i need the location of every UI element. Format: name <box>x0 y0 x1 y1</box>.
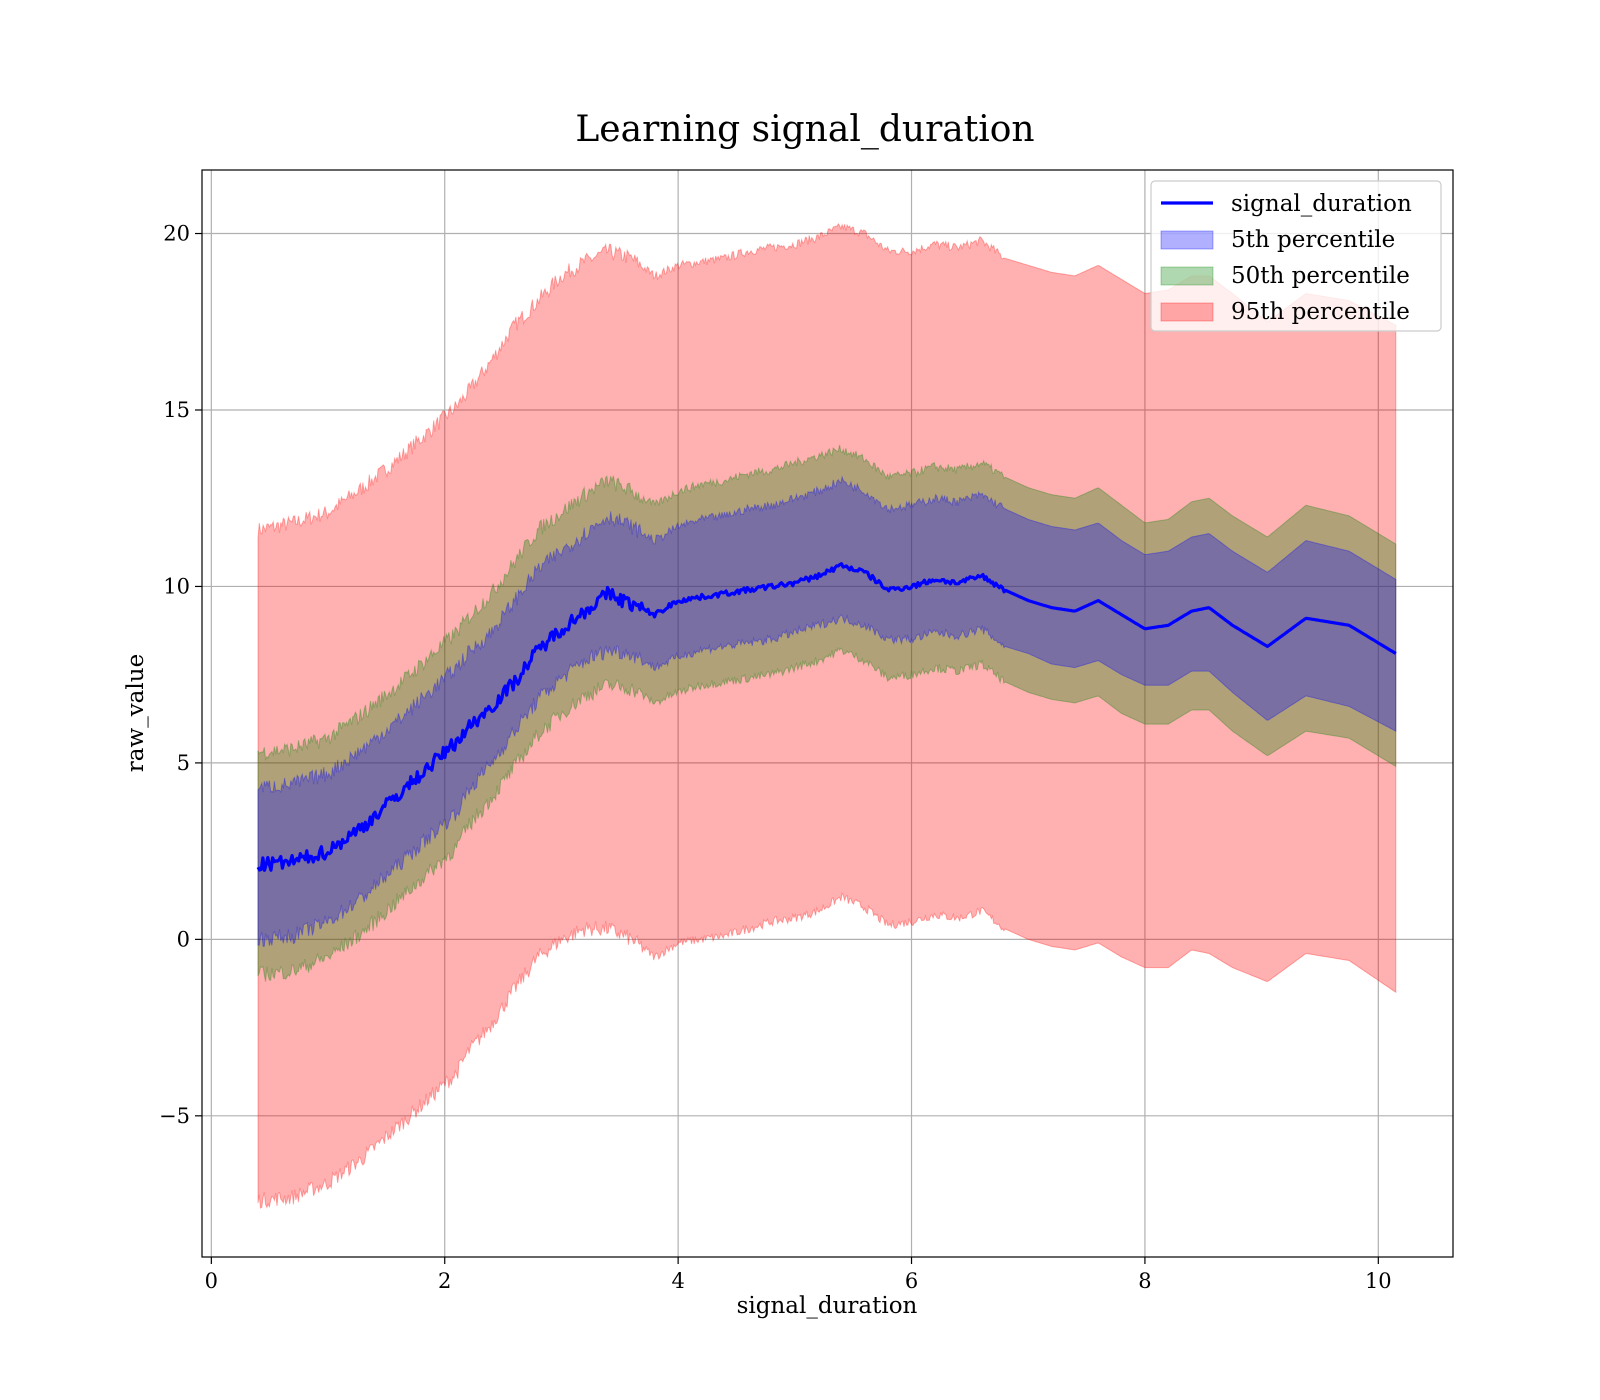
grid <box>202 170 1453 1257</box>
band-5th-percentile <box>257 475 1397 947</box>
x-tick-label: 2 <box>438 1269 451 1293</box>
x-axis-ticks: 0 2 4 6 8 10 <box>205 1257 1392 1293</box>
plot-frame <box>201 169 1454 1258</box>
legend-label: signal_duration <box>1231 191 1412 217</box>
y-tick-label: 10 <box>163 574 190 598</box>
x-tick-label: 10 <box>1365 1269 1392 1293</box>
legend-label: 5th percentile <box>1231 227 1395 253</box>
y-tick-label: −5 <box>159 1104 190 1128</box>
x-tick-label: 0 <box>205 1269 218 1293</box>
legend-label: 50th percentile <box>1231 263 1410 289</box>
x-tick-label: 6 <box>905 1269 918 1293</box>
legend-swatch-band <box>1160 266 1214 286</box>
percentile-bands <box>257 222 1397 1209</box>
series-lines <box>256 562 1397 872</box>
band-50th-percentile <box>257 444 1397 982</box>
y-axis-label: raw_value <box>123 654 149 772</box>
line-signal-duration <box>256 562 1397 872</box>
chart-title: Learning signal_duration <box>575 109 1034 150</box>
legend-swatch-band <box>1160 230 1214 250</box>
y-axis-ticks: −5 0 5 10 15 20 <box>159 222 202 1128</box>
legend-swatch-band <box>1160 302 1214 322</box>
band-95th-percentile <box>257 222 1397 1209</box>
legend: signal_duration 5th percentile 50th percen… <box>1150 180 1442 332</box>
x-tick-label: 4 <box>671 1269 684 1293</box>
x-axis-label: signal_duration <box>737 1293 918 1319</box>
y-tick-label: 0 <box>177 927 190 951</box>
y-tick-label: 20 <box>163 222 190 246</box>
y-tick-label: 15 <box>163 398 190 422</box>
y-tick-label: 5 <box>177 751 190 775</box>
x-tick-label: 8 <box>1138 1269 1151 1293</box>
legend-box <box>1150 180 1442 332</box>
legend-label: 95th percentile <box>1231 299 1410 325</box>
